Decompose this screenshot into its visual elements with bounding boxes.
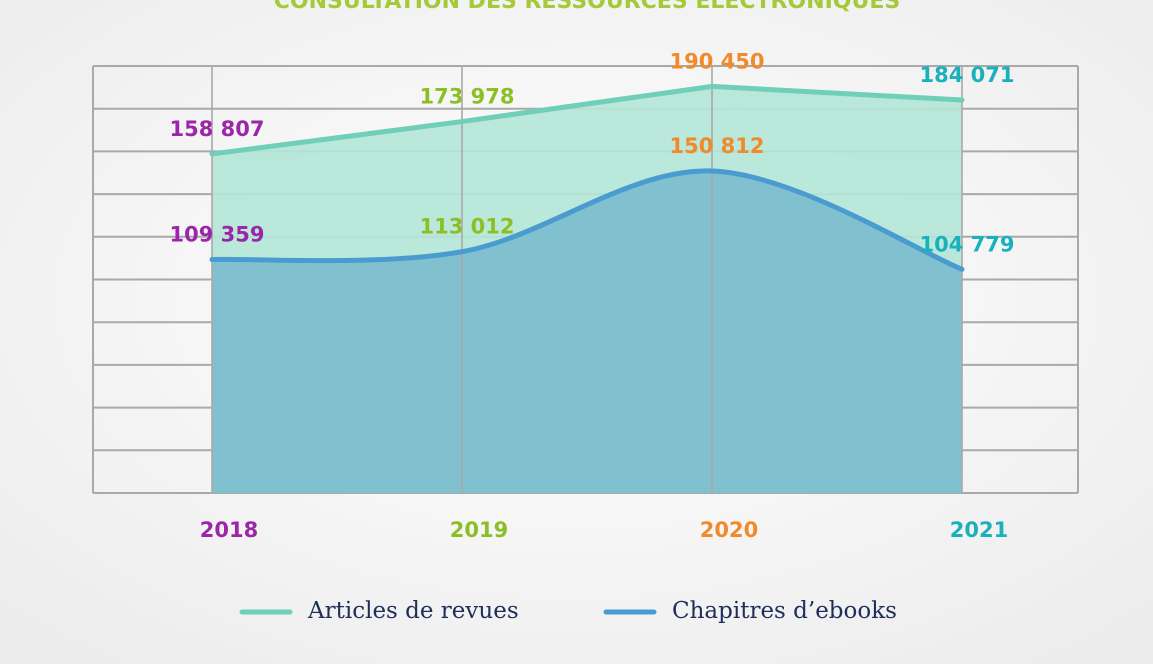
x-tick-label: 2019 [450, 518, 508, 542]
legend-label: Chapitres d’ebooks [672, 598, 897, 624]
data-label: 190 450 [670, 49, 765, 73]
data-label: 150 812 [670, 134, 765, 158]
data-label: 184 071 [920, 63, 1015, 87]
data-label: 173 978 [420, 85, 515, 109]
vertical-grid [92, 66, 1079, 493]
data-label: 158 807 [170, 117, 265, 141]
line [209, 83, 965, 157]
data-label: 104 779 [920, 232, 1015, 256]
legend: Articles de revues Chapitres d’ebooks [239, 598, 897, 624]
area [212, 170, 962, 493]
labels: 2018 2019 2020 2021 158 807 173 978 190 450 184… [170, 49, 1015, 542]
data-label: 109 359 [170, 223, 265, 247]
x-tick-label: 2018 [200, 518, 258, 542]
areas [212, 86, 962, 493]
x-tick-label: 2020 [700, 518, 758, 542]
data-label: 113 012 [420, 215, 515, 239]
legend-label: Articles de revues [307, 598, 519, 624]
chart-title: CONSULTATION DES RESSOURCES ÉLECTRONIQUE… [274, 0, 900, 14]
lines [209, 83, 965, 272]
x-tick-label: 2021 [950, 518, 1008, 542]
line [209, 168, 965, 272]
